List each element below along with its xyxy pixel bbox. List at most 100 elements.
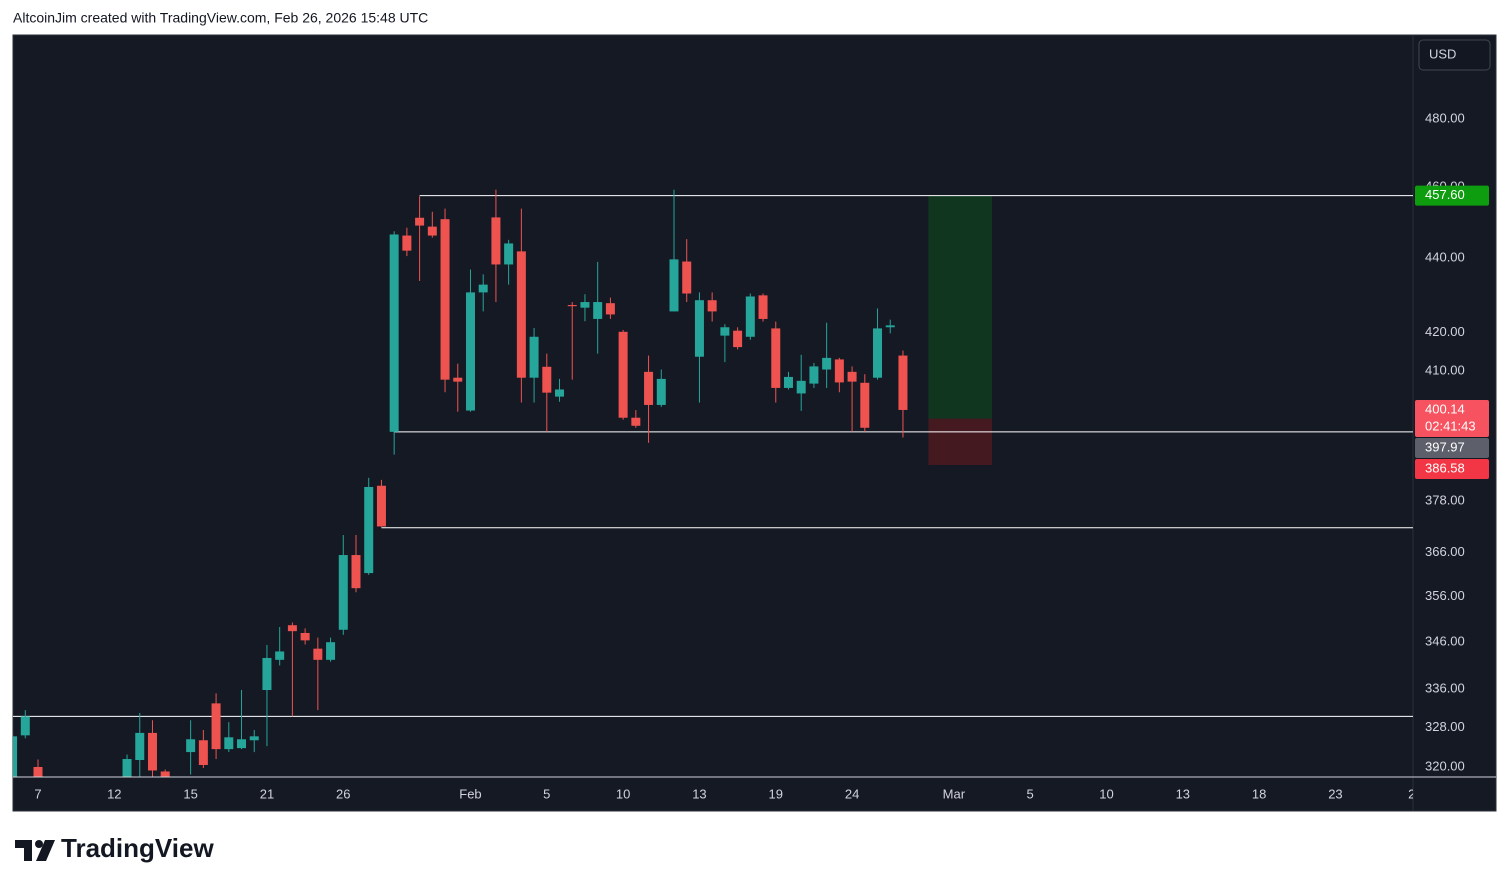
- y-tick-label: 320.00: [1425, 758, 1465, 773]
- y-tick-label: 366.00: [1425, 544, 1465, 559]
- price-badge-label: 400.14: [1425, 401, 1465, 416]
- y-tick-label: 356.00: [1425, 588, 1465, 603]
- candle-body: [13, 736, 18, 777]
- y-tick-label: 420.00: [1425, 324, 1465, 339]
- y-tick-label: 480.00: [1425, 111, 1465, 126]
- candle-body: [20, 716, 30, 736]
- x-tick-label: 10: [616, 786, 630, 801]
- currency-label: USD: [1429, 46, 1456, 61]
- price-axis: 320.00 328.00 336.00 346.00 356.00 366.00 378.…: [1415, 111, 1489, 773]
- header-text: AltcoinJim created with TradingView.com,…: [13, 10, 428, 26]
- x-tick-label: 5: [1027, 786, 1034, 801]
- candle-body: [694, 300, 704, 357]
- x-tick-label: 26: [336, 786, 350, 801]
- logo-v: [36, 840, 55, 861]
- x-tick-label: 2: [1408, 786, 1415, 801]
- candle-body: [783, 376, 793, 388]
- candle-body: [682, 261, 692, 294]
- logo-dot: [35, 840, 43, 848]
- x-tick-label: 23: [1328, 786, 1342, 801]
- candle-body: [275, 651, 285, 660]
- x-tick-label: 18: [1252, 786, 1266, 801]
- x-tick-label: 7: [34, 786, 41, 801]
- candle-body: [885, 325, 895, 328]
- candle-body: [567, 305, 577, 307]
- y-tick-label: 378.00: [1425, 492, 1465, 507]
- candle-body: [465, 292, 475, 411]
- y-tick-label: 410.00: [1425, 363, 1465, 378]
- candle-body: [440, 219, 450, 380]
- candle-body: [834, 359, 844, 383]
- x-tick-label: Mar: [943, 786, 966, 801]
- candle-body: [631, 417, 641, 426]
- price-badge: [1415, 185, 1489, 206]
- candle-body: [707, 300, 717, 312]
- currency-box[interactable]: [1418, 39, 1491, 71]
- candle-body: [135, 732, 145, 761]
- price-badge-label: 386.58: [1425, 460, 1465, 475]
- candle-body: [402, 235, 412, 251]
- candle-body: [287, 625, 297, 632]
- plot-area: [13, 189, 1413, 777]
- profit-zone: [928, 195, 992, 419]
- candle-body: [122, 759, 132, 777]
- logo-t: [15, 840, 32, 861]
- candle-body: [644, 371, 654, 405]
- candle-body: [809, 366, 819, 384]
- brand-logo: [15, 840, 55, 861]
- x-tick-label: 15: [183, 786, 197, 801]
- x-tick-label: 19: [769, 786, 783, 801]
- candle-body: [860, 382, 870, 428]
- candle-body: [605, 303, 615, 315]
- candle-body: [504, 243, 514, 265]
- candle-body: [300, 632, 310, 641]
- candle-body: [198, 740, 208, 765]
- candle-body: [364, 487, 374, 574]
- time-axis: 7 12 15 21 26 Feb 5 10 13 19 24 Mar 5 10 13 18 23 2: [34, 786, 1415, 801]
- candle-body: [771, 328, 781, 388]
- x-tick-label: Feb: [459, 786, 481, 801]
- price-badge: [1415, 437, 1489, 458]
- candle-body: [822, 357, 832, 370]
- candle-body: [491, 217, 501, 265]
- x-tick-label: 24: [845, 786, 859, 801]
- price-badge: [1415, 399, 1489, 437]
- x-tick-label: 12: [107, 786, 121, 801]
- candle-body: [237, 739, 247, 749]
- candle-body: [478, 284, 488, 293]
- candle-body: [529, 336, 539, 378]
- x-tick-label: 13: [1176, 786, 1190, 801]
- y-tick-label: 440.00: [1425, 250, 1465, 265]
- candle-body: [618, 331, 628, 418]
- candle-body: [669, 259, 679, 312]
- candle-body: [733, 330, 743, 348]
- y-tick-label: 346.00: [1425, 634, 1465, 649]
- y-tick-label: 336.00: [1425, 680, 1465, 695]
- candle-body: [898, 355, 908, 410]
- candle-body: [720, 327, 730, 336]
- candle-body: [847, 371, 857, 382]
- candle-body: [580, 302, 590, 308]
- candle-body: [147, 732, 157, 771]
- candle-body: [796, 380, 806, 394]
- candle-body: [313, 648, 323, 660]
- candle-body: [376, 485, 386, 527]
- candle-body: [873, 328, 883, 378]
- candle-body: [758, 295, 768, 319]
- candle-body: [427, 226, 437, 236]
- y-tick-label: 328.00: [1425, 719, 1465, 734]
- candle-body: [211, 703, 221, 750]
- candle-body: [745, 296, 755, 337]
- loss-zone: [928, 418, 992, 466]
- candle-body: [415, 217, 425, 226]
- candle-body: [338, 555, 348, 630]
- candle-body: [33, 766, 43, 777]
- countdown-label: 02:41:43: [1425, 418, 1476, 433]
- candle-body: [351, 555, 361, 589]
- candle-body: [542, 366, 552, 393]
- candle-body: [186, 739, 196, 753]
- x-tick-label: 21: [260, 786, 274, 801]
- candle-body: [262, 657, 272, 690]
- x-tick-label: 13: [692, 786, 706, 801]
